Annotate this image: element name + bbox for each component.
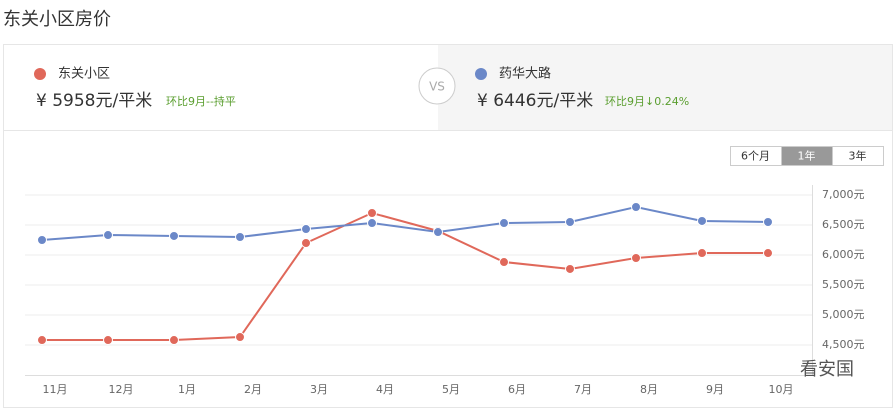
x-tick-label: 10月 [769, 383, 794, 396]
data-point [301, 224, 311, 235]
data-point [367, 208, 377, 218]
data-point [103, 335, 113, 346]
data-point [433, 227, 443, 238]
vs-label: VS [429, 80, 445, 94]
data-point [37, 235, 47, 245]
range-button[interactable] [832, 146, 884, 166]
data-point [565, 217, 575, 227]
page-title: 东关小区房价 [3, 9, 111, 30]
data-point [301, 238, 311, 248]
x-tick-label: 8月 [640, 383, 658, 396]
price: ¥ 5958元/平米 [36, 91, 152, 111]
data-point [499, 257, 509, 268]
data-point [235, 232, 245, 242]
y-tick-label: 6,000元 [822, 248, 865, 261]
data-point [631, 253, 641, 263]
data-point [169, 335, 179, 346]
range-button-label[interactable]: 3年 [849, 149, 867, 163]
y-tick-label: 5,500元 [822, 278, 865, 291]
data-point [235, 332, 245, 343]
range-button-label[interactable]: 1年 [798, 149, 816, 163]
watermark: 看安国 [800, 359, 854, 380]
x-tick-label: 6月 [508, 383, 526, 396]
data-point [37, 335, 47, 346]
data-point [763, 248, 773, 259]
legend-dot [34, 68, 46, 80]
x-tick-label: 11月 [43, 383, 68, 396]
series-line [41, 205, 769, 241]
data-point [103, 230, 113, 241]
legend-name: 药华大路 [499, 66, 551, 82]
vs-circle [418, 67, 456, 105]
x-tick-label: 4月 [376, 383, 394, 396]
x-tick-label: 12月 [109, 383, 134, 396]
y-tick-label: 4,500元 [822, 338, 865, 351]
right-panel [438, 45, 892, 130]
data-point [697, 248, 707, 259]
x-tick-label: 5月 [442, 383, 460, 396]
range-button-label[interactable]: 6个月 [741, 150, 770, 163]
legend-name: 东关小区 [58, 67, 110, 82]
change: 环比9月↓0.24% [605, 95, 689, 108]
x-tick-label: 9月 [706, 383, 724, 396]
x-tick-label: 7月 [574, 383, 592, 396]
data-point [367, 218, 377, 229]
y-tick-label: 7,000元 [822, 188, 865, 201]
data-point [697, 215, 707, 226]
x-tick-label: 2月 [244, 383, 262, 396]
change: 环比9月--持平 [166, 94, 236, 108]
data-point [631, 202, 641, 212]
data-point [499, 218, 509, 229]
y-tick-label: 6,500元 [822, 218, 865, 231]
legend-dot [475, 68, 487, 80]
data-point [565, 263, 575, 274]
data-point [763, 217, 773, 227]
x-tick-label: 1月 [178, 383, 196, 396]
price: ¥ 6446元/平米 [477, 91, 593, 111]
series-line [42, 211, 768, 342]
x-tick-label: 3月 [310, 383, 328, 396]
data-point [169, 230, 179, 241]
y-tick-label: 5,000元 [822, 308, 865, 321]
